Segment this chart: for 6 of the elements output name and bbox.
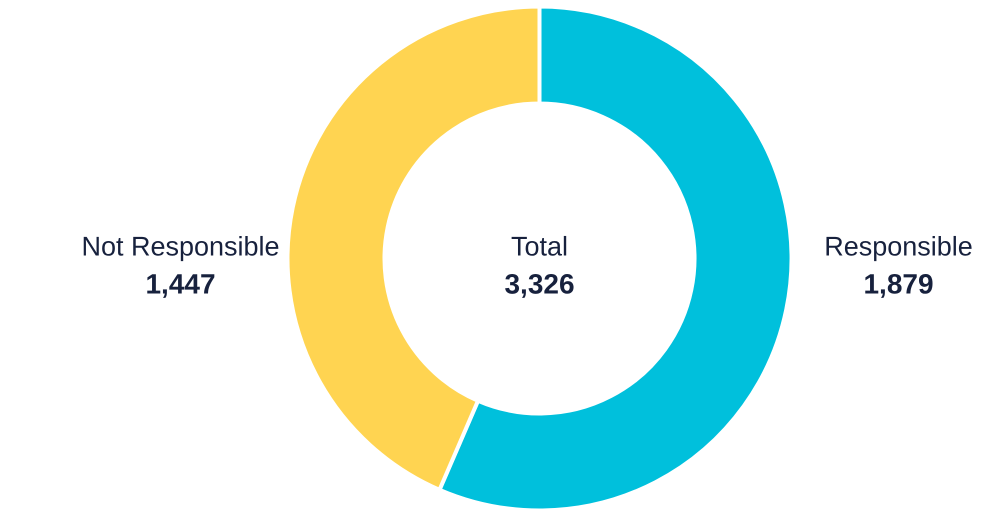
text: Total <box>510 232 568 262</box>
data-label: 1,879 <box>863 268 934 300</box>
data-label: 1,447 <box>145 268 216 300</box>
slice-label: Responsible <box>824 232 973 262</box>
text: 3,326 <box>504 268 575 300</box>
slice-label: Not Responsible <box>81 232 280 262</box>
